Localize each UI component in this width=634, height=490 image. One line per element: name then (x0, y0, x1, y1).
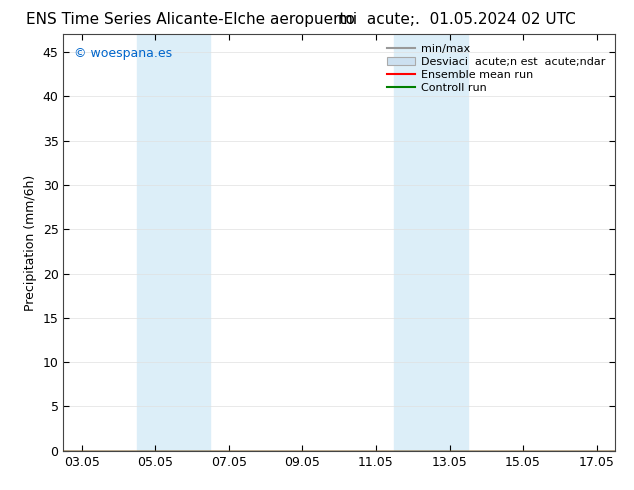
Text: mi  acute;.  01.05.2024 02 UTC: mi acute;. 01.05.2024 02 UTC (337, 12, 576, 27)
Text: ENS Time Series Alicante-Elche aeropuerto: ENS Time Series Alicante-Elche aeropuert… (26, 12, 354, 27)
Text: © woespana.es: © woespana.es (74, 47, 172, 60)
Legend: min/max, Desviaci  acute;n est  acute;ndar, Ensemble mean run, Controll run: min/max, Desviaci acute;n est acute;ndar… (383, 40, 609, 97)
Bar (137, 34, 210, 451)
Bar (394, 34, 468, 451)
Y-axis label: Precipitation (mm/6h): Precipitation (mm/6h) (24, 174, 37, 311)
